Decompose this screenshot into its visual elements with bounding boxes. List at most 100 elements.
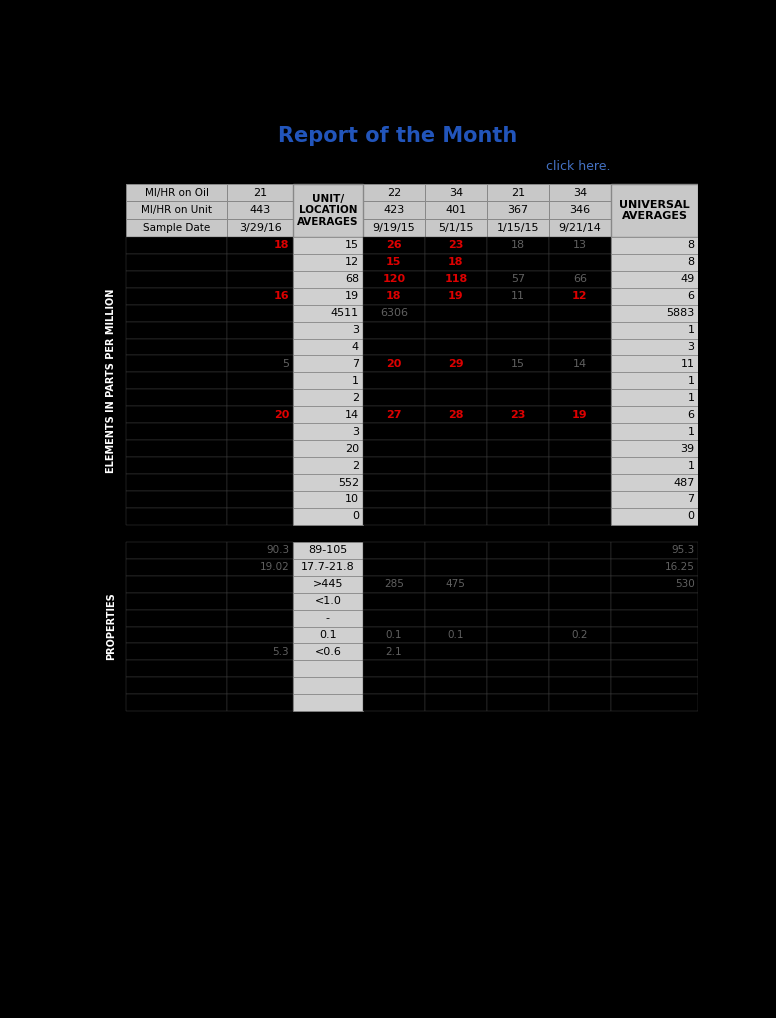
Bar: [549, 576, 611, 592]
Text: 401: 401: [445, 206, 466, 216]
Bar: [363, 373, 424, 389]
Bar: [363, 237, 424, 253]
Text: 95.3: 95.3: [671, 546, 695, 555]
Bar: [126, 373, 227, 389]
Text: 15: 15: [386, 258, 401, 268]
Text: 15: 15: [345, 240, 359, 250]
Bar: [293, 237, 363, 253]
Bar: [487, 542, 549, 559]
Text: 285: 285: [384, 579, 404, 589]
Bar: [126, 339, 227, 355]
Bar: [424, 643, 487, 661]
Bar: [549, 592, 611, 610]
Bar: [126, 677, 227, 694]
Bar: [126, 406, 227, 423]
Bar: [549, 508, 611, 525]
Bar: [611, 355, 698, 373]
Bar: [549, 457, 611, 474]
Text: 20: 20: [386, 359, 401, 369]
Bar: [363, 661, 424, 677]
Bar: [126, 355, 227, 373]
Text: 0.1: 0.1: [319, 630, 337, 640]
Bar: [227, 440, 293, 457]
Bar: [611, 457, 698, 474]
Text: 367: 367: [508, 206, 528, 216]
Bar: [611, 576, 698, 592]
Bar: [293, 457, 363, 474]
Bar: [549, 559, 611, 576]
Bar: [487, 202, 549, 219]
Text: 26: 26: [386, 240, 402, 250]
Bar: [611, 677, 698, 694]
Bar: [487, 237, 549, 253]
Text: 14: 14: [345, 410, 359, 419]
Bar: [424, 406, 487, 423]
Bar: [549, 389, 611, 406]
Bar: [293, 592, 363, 610]
Text: MI/HR on Oil: MI/HR on Oil: [145, 187, 209, 197]
Bar: [293, 184, 363, 237]
Bar: [227, 304, 293, 322]
Text: 0.2: 0.2: [572, 630, 588, 640]
Bar: [487, 339, 549, 355]
Bar: [549, 184, 611, 202]
Bar: [293, 339, 363, 355]
Bar: [424, 423, 487, 440]
Bar: [363, 643, 424, 661]
Bar: [611, 237, 698, 253]
Bar: [549, 288, 611, 304]
Bar: [227, 322, 293, 339]
Bar: [549, 661, 611, 677]
Text: 23: 23: [510, 410, 525, 419]
Bar: [363, 508, 424, 525]
Bar: [424, 237, 487, 253]
Bar: [126, 592, 227, 610]
Bar: [227, 592, 293, 610]
Bar: [363, 355, 424, 373]
Bar: [293, 355, 363, 373]
Text: 6306: 6306: [379, 308, 408, 318]
Bar: [126, 694, 227, 712]
Bar: [363, 474, 424, 491]
Bar: [227, 202, 293, 219]
Bar: [487, 592, 549, 610]
Bar: [549, 237, 611, 253]
Bar: [549, 694, 611, 712]
Bar: [611, 253, 698, 271]
Bar: [363, 253, 424, 271]
Bar: [126, 576, 227, 592]
Text: 443: 443: [250, 206, 271, 216]
Bar: [227, 474, 293, 491]
Bar: [293, 389, 363, 406]
Text: 57: 57: [511, 274, 525, 284]
Bar: [424, 202, 487, 219]
Text: 530: 530: [675, 579, 695, 589]
Bar: [487, 288, 549, 304]
Bar: [126, 202, 227, 219]
Text: 5/1/15: 5/1/15: [438, 223, 473, 233]
Text: 0: 0: [352, 511, 359, 521]
Text: 7: 7: [688, 495, 695, 505]
Bar: [424, 491, 487, 508]
Bar: [487, 474, 549, 491]
Bar: [363, 677, 424, 694]
Bar: [487, 457, 549, 474]
Bar: [424, 559, 487, 576]
Text: 1: 1: [352, 376, 359, 386]
Bar: [363, 542, 424, 559]
Text: -: -: [326, 613, 330, 623]
Bar: [487, 355, 549, 373]
Bar: [363, 694, 424, 712]
Bar: [487, 610, 549, 626]
Text: click here.: click here.: [546, 160, 611, 173]
Text: 19.02: 19.02: [259, 562, 289, 572]
Bar: [126, 219, 227, 237]
Bar: [293, 491, 363, 508]
Text: 3: 3: [688, 342, 695, 352]
Bar: [611, 542, 698, 559]
Text: 19: 19: [345, 291, 359, 301]
Text: 18: 18: [511, 240, 525, 250]
Bar: [293, 559, 363, 576]
Text: 29: 29: [448, 359, 463, 369]
Bar: [424, 576, 487, 592]
